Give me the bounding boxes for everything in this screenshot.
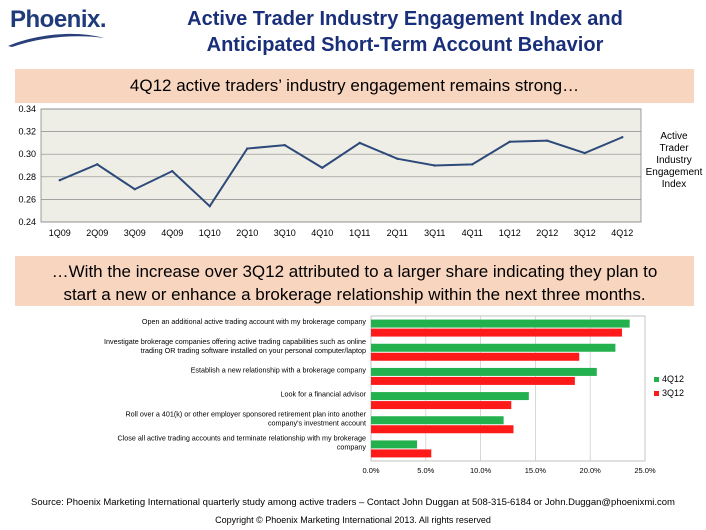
bar-4Q12 (371, 392, 529, 401)
legend-label-4Q12: 4Q12 (662, 374, 684, 384)
bar-4Q12 (371, 343, 616, 352)
category-label: Roll over a 401(k) or other employer spo… (125, 409, 366, 418)
bar-4Q12 (371, 319, 630, 328)
category-label: company (337, 442, 367, 451)
x-tick-label: 3Q11 (424, 228, 445, 238)
category-label: company's investment account (268, 418, 366, 427)
bar-3Q12 (371, 449, 432, 458)
engagement-index-point (471, 163, 474, 166)
title-line-1: Active Trader Industry Engagement Index … (187, 8, 623, 30)
y-tick-label: 0.28 (18, 172, 36, 182)
y-tick-label: 0.30 (18, 149, 36, 159)
account-behavior-bar-chart: 0.0% 5.0% 10.0% 15.0% 20.0% 25.0% Open an addi… (104, 315, 684, 475)
category-label: Investigate brokerage companies offering… (104, 337, 366, 346)
banner2-line-2: start a new or enhance a brokerage relat… (63, 285, 646, 304)
engagement-index-point (546, 139, 549, 142)
bar-3Q12 (371, 328, 622, 337)
bar-3Q12 (371, 352, 580, 361)
x-tick-label: 20.0% (580, 466, 602, 475)
title-line-2: Anticipated Short-Term Account Behavior (206, 34, 604, 56)
category-label: Look for a financial advisor (281, 390, 367, 399)
engagement-index-point (433, 164, 436, 167)
engagement-index-point (358, 141, 361, 145)
category-label: Open an additional active trading accoun… (142, 317, 367, 326)
bar-3Q12 (371, 401, 512, 410)
x-tick-label: 1Q09 (49, 228, 71, 238)
page-title: Active Trader Industry Engagement Index … (110, 6, 700, 58)
x-tick-label: 1Q12 (499, 228, 521, 238)
x-tick-label: 0.0% (362, 466, 379, 475)
engagement-index-point (133, 188, 136, 191)
bar-plot-area (370, 315, 646, 462)
engagement-index-point (583, 151, 586, 155)
engagement-index-point (283, 143, 286, 147)
x-tick-label: 25.0% (634, 466, 656, 475)
x-tick-label: 2Q12 (536, 228, 558, 238)
x-tick-label: 4Q12 (611, 228, 633, 238)
line-chart-legend-label: Active Trader Industry Engagement Index (645, 131, 703, 190)
x-tick-label: 15.0% (525, 466, 547, 475)
engagement-index-point (58, 178, 61, 182)
engagement-index-point (246, 147, 249, 150)
x-tick-label: 4Q11 (462, 228, 483, 238)
phoenix-logo: Phoenix. (6, 6, 107, 48)
engagement-index-point (321, 166, 324, 169)
x-tick-label: 2Q09 (86, 228, 108, 238)
bar-4Q12 (371, 440, 418, 449)
engagement-index-point (171, 169, 174, 173)
banner-engagement: 4Q12 active traders’ industry engagement… (15, 69, 694, 103)
x-tick-label: 3Q10 (274, 228, 296, 238)
engagement-index-point (621, 136, 624, 139)
category-label: trading OR trading software installed on… (141, 346, 366, 355)
x-tick-label: 2Q10 (236, 228, 258, 238)
category-label: Establish a new relationship with a brok… (191, 365, 367, 374)
x-tick-label: 10.0% (470, 466, 492, 475)
x-tick-label: 4Q10 (311, 228, 333, 238)
x-tick-label: 2Q11 (387, 228, 408, 238)
y-tick-label: 0.24 (18, 217, 36, 227)
bar-4Q12 (371, 416, 504, 425)
x-tick-label: 4Q09 (161, 228, 183, 238)
x-tick-label: 3Q12 (574, 228, 596, 238)
legend-label-3Q12: 3Q12 (662, 388, 684, 398)
engagement-index-point (396, 157, 399, 160)
line-plot-area (40, 108, 642, 223)
x-tick-label: 1Q10 (199, 228, 221, 238)
bar-4Q12 (371, 367, 597, 376)
x-tick-label: 5.0% (417, 466, 434, 475)
x-tick-label: 3Q09 (124, 228, 146, 238)
engagement-index-line-chart: 0.24 0.26 0.28 0.30 0.32 0.34 1Q09 2Q09 3Q09 4Q09… (18, 104, 642, 238)
y-tick-label: 0.26 (18, 194, 36, 204)
banner2-line-1: …With the increase over 3Q12 attributed … (51, 262, 658, 281)
engagement-index-point (508, 140, 511, 143)
x-tick-label: 1Q11 (349, 228, 370, 238)
bar-3Q12 (371, 425, 514, 434)
logo-swoosh-icon (8, 33, 104, 47)
category-label: Close all active trading accounts and te… (118, 433, 367, 442)
banner-brokerage: …With the increase over 3Q12 attributed … (15, 256, 694, 306)
logo-text: Phoenix. (10, 6, 107, 33)
y-tick-label: 0.32 (18, 127, 36, 137)
copyright-notice: Copyright © Phoenix Marketing Internatio… (215, 515, 491, 525)
legend-swatch-3Q12 (654, 391, 659, 396)
engagement-index-series-line (59, 136, 623, 208)
source-footnote: Source: Phoenix Marketing International … (31, 497, 675, 508)
legend-swatch-4Q12 (654, 377, 659, 382)
y-tick-label: 0.34 (18, 104, 36, 114)
engagement-index-point (208, 204, 211, 208)
bar-3Q12 (371, 376, 575, 385)
engagement-index-point (96, 163, 99, 166)
